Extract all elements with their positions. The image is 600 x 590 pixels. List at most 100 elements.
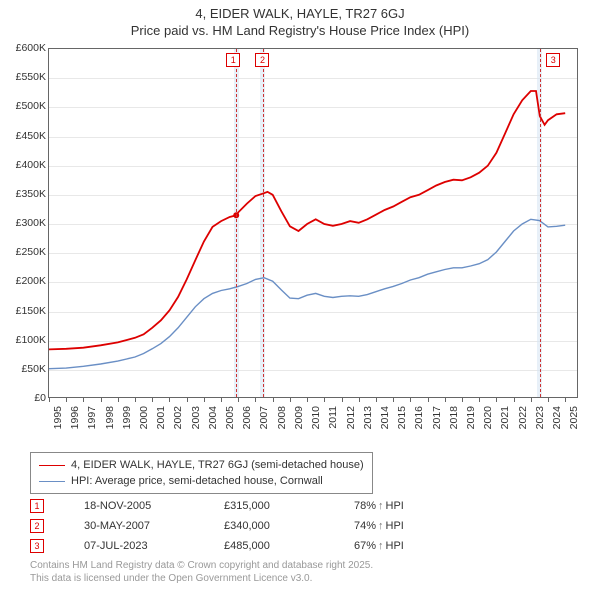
x-axis-label: 2001 bbox=[155, 406, 167, 429]
x-axis-label: 1999 bbox=[121, 406, 133, 429]
x-tick bbox=[565, 397, 566, 402]
x-tick bbox=[66, 397, 67, 402]
sales-row: 3 07-JUL-2023£485,00067% ↑ HPI bbox=[30, 536, 404, 556]
sales-date: 07-JUL-2023 bbox=[84, 540, 224, 552]
marker-line bbox=[263, 49, 264, 397]
gridline bbox=[49, 78, 577, 79]
x-axis-label: 2022 bbox=[517, 406, 529, 429]
x-tick bbox=[410, 397, 411, 402]
legend-label: HPI: Average price, semi-detached house,… bbox=[71, 475, 323, 487]
title-subtitle: Price paid vs. HM Land Registry's House … bbox=[0, 23, 600, 38]
sales-row: 118-NOV-2005£315,00078% ↑ HPI bbox=[30, 496, 404, 516]
x-tick bbox=[428, 397, 429, 402]
legend-swatch bbox=[39, 481, 65, 482]
y-axis-label: £50K bbox=[2, 363, 46, 375]
gridline bbox=[49, 370, 577, 371]
x-axis-label: 2006 bbox=[241, 406, 253, 429]
sales-marker: 3 bbox=[30, 539, 44, 553]
gridline bbox=[49, 137, 577, 138]
gridline bbox=[49, 107, 577, 108]
x-axis-label: 2013 bbox=[362, 406, 374, 429]
x-tick bbox=[359, 397, 360, 402]
x-axis-label: 2012 bbox=[345, 406, 357, 429]
sales-ratio-suffix: HPI bbox=[386, 500, 404, 512]
chart-plot-area: 123 bbox=[48, 48, 578, 398]
y-axis-label: £550K bbox=[2, 71, 46, 83]
x-tick bbox=[238, 397, 239, 402]
x-tick bbox=[514, 397, 515, 402]
sales-row: 2 30-MAY-2007£340,00074% ↑ HPI bbox=[30, 516, 404, 536]
x-axis-label: 2019 bbox=[465, 406, 477, 429]
x-axis-label: 2008 bbox=[276, 406, 288, 429]
sales-ratio: 78% ↑ HPI bbox=[354, 500, 404, 512]
x-axis-label: 2018 bbox=[448, 406, 460, 429]
sales-ratio: 67% ↑ HPI bbox=[354, 540, 404, 552]
sales-ratio-pct: 74% bbox=[354, 520, 376, 532]
title-block: 4, EIDER WALK, HAYLE, TR27 6GJ Price pai… bbox=[0, 0, 600, 38]
x-tick bbox=[169, 397, 170, 402]
x-axis-label: 2014 bbox=[379, 406, 391, 429]
sales-ratio-pct: 78% bbox=[354, 500, 376, 512]
gridline bbox=[49, 195, 577, 196]
x-axis-label: 2010 bbox=[310, 406, 322, 429]
gridline bbox=[49, 282, 577, 283]
gridline bbox=[49, 341, 577, 342]
sales-price: £485,000 bbox=[224, 540, 354, 552]
x-tick bbox=[83, 397, 84, 402]
x-tick bbox=[49, 397, 50, 402]
x-axis-label: 2015 bbox=[396, 406, 408, 429]
marker-line bbox=[540, 49, 541, 397]
x-tick bbox=[290, 397, 291, 402]
x-axis-label: 2009 bbox=[293, 406, 305, 429]
sales-ratio: 74% ↑ HPI bbox=[354, 520, 404, 532]
x-axis-label: 2005 bbox=[224, 406, 236, 429]
footnote-line2: This data is licensed under the Open Gov… bbox=[30, 573, 373, 586]
series-line-hpi bbox=[49, 219, 565, 368]
title-address: 4, EIDER WALK, HAYLE, TR27 6GJ bbox=[0, 6, 600, 21]
y-axis-label: £600K bbox=[2, 42, 46, 54]
gridline bbox=[49, 253, 577, 254]
footnote: Contains HM Land Registry data © Crown c… bbox=[30, 560, 373, 585]
x-tick bbox=[187, 397, 188, 402]
sales-ratio-suffix: HPI bbox=[386, 540, 404, 552]
sales-price: £315,000 bbox=[224, 500, 354, 512]
y-axis-label: £300K bbox=[2, 217, 46, 229]
x-tick bbox=[273, 397, 274, 402]
x-tick bbox=[462, 397, 463, 402]
x-axis-label: 2024 bbox=[551, 406, 563, 429]
legend: 4, EIDER WALK, HAYLE, TR27 6GJ (semi-det… bbox=[30, 452, 373, 494]
gridline bbox=[49, 224, 577, 225]
y-axis-label: £250K bbox=[2, 246, 46, 258]
x-tick bbox=[376, 397, 377, 402]
x-axis-label: 2002 bbox=[172, 406, 184, 429]
x-tick bbox=[479, 397, 480, 402]
sales-ratio-pct: 67% bbox=[354, 540, 376, 552]
legend-label: 4, EIDER WALK, HAYLE, TR27 6GJ (semi-det… bbox=[71, 459, 364, 471]
x-axis-label: 2016 bbox=[413, 406, 425, 429]
sales-table: 118-NOV-2005£315,00078% ↑ HPI 2 30-MAY-200… bbox=[30, 496, 404, 556]
x-axis-label: 1997 bbox=[86, 406, 98, 429]
x-tick bbox=[393, 397, 394, 402]
x-axis-label: 2011 bbox=[327, 406, 339, 429]
x-axis-label: 2000 bbox=[138, 406, 150, 429]
x-axis-label: 1995 bbox=[52, 406, 64, 429]
y-axis-label: £400K bbox=[2, 159, 46, 171]
chart-container: 4, EIDER WALK, HAYLE, TR27 6GJ Price pai… bbox=[0, 0, 600, 590]
marker-box: 3 bbox=[546, 53, 560, 67]
marker-box: 2 bbox=[255, 53, 269, 67]
sales-marker: 2 bbox=[30, 519, 44, 533]
x-axis-label: 1998 bbox=[104, 406, 116, 429]
y-axis-label: £350K bbox=[2, 188, 46, 200]
sales-ratio-suffix: HPI bbox=[386, 520, 404, 532]
sales-price: £340,000 bbox=[224, 520, 354, 532]
x-axis-label: 2023 bbox=[534, 406, 546, 429]
x-axis-label: 1996 bbox=[69, 406, 81, 429]
marker-line bbox=[236, 49, 237, 397]
x-tick bbox=[118, 397, 119, 402]
x-axis-label: 2004 bbox=[207, 406, 219, 429]
gridline bbox=[49, 166, 577, 167]
x-tick bbox=[135, 397, 136, 402]
x-axis-label: 2017 bbox=[431, 406, 443, 429]
x-tick bbox=[204, 397, 205, 402]
sales-date: 30-MAY-2007 bbox=[84, 520, 224, 532]
